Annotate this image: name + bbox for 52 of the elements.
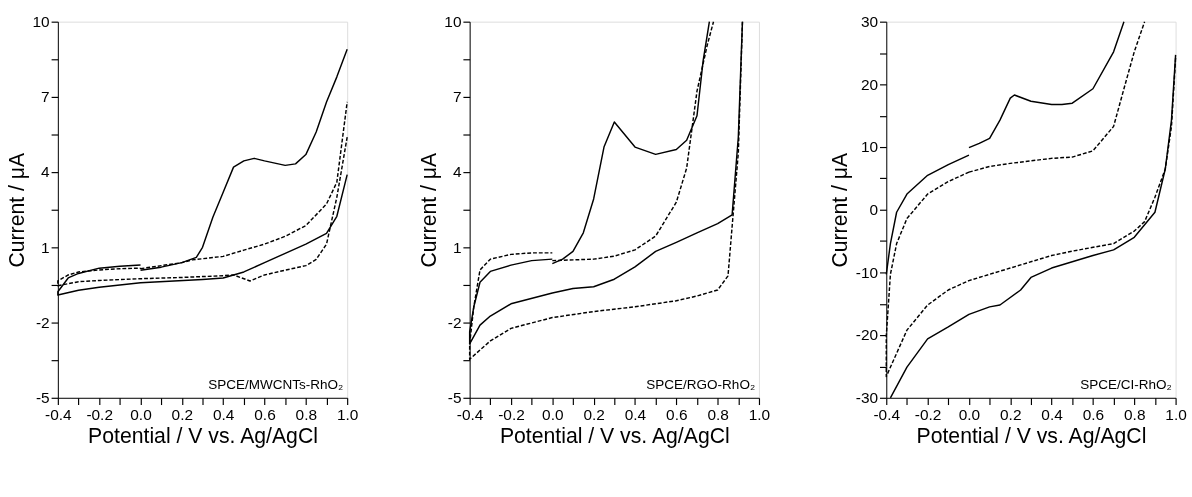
x-tick-label: -0.4 — [456, 405, 484, 423]
y-axis-title: Current / μA — [4, 152, 29, 268]
x-tick-label: 1.0 — [336, 405, 359, 423]
x-tick-label: 0.6 — [1082, 405, 1105, 423]
y-tick-label: -20 — [855, 326, 879, 344]
y-tick-label: 20 — [860, 75, 879, 93]
y-tick-label: 4 — [41, 163, 51, 181]
y-tick-label: 4 — [452, 163, 462, 181]
x-tick-label: -0.4 — [873, 405, 901, 423]
y-tick-label: 30 — [860, 12, 879, 30]
annotation: SPCE/CI-RhO₂ — [1080, 377, 1172, 393]
annotation: SPCE/RGO-RhO₂ — [646, 377, 756, 393]
y-tick-label: 7 — [452, 88, 462, 106]
x-axis-title: Potential / V vs. Ag/AgCl — [88, 423, 318, 448]
x-tick-label: 0.0 — [542, 405, 564, 423]
x-tick-label: -0.4 — [45, 405, 73, 423]
x-tick-label: 0.6 — [666, 405, 688, 423]
x-tick-label: 0.4 — [1041, 405, 1064, 423]
x-tick-label: 0.8 — [707, 405, 729, 423]
x-tick-label: 0.8 — [1124, 405, 1146, 423]
y-tick-label: 10 — [444, 12, 462, 30]
y-axis-title: Current / μA — [828, 152, 853, 268]
y-tick-label: -2 — [35, 313, 50, 331]
y-tick-label: -5 — [447, 389, 462, 407]
y-tick-label: 10 — [860, 138, 879, 156]
x-tick-label: -0.2 — [914, 405, 942, 423]
x-tick-label: 0.0 — [958, 405, 981, 423]
x-tick-label: 0.4 — [624, 405, 647, 423]
y-tick-label: 1 — [41, 238, 50, 256]
x-tick-label: 0.0 — [130, 405, 152, 423]
x-tick-label: 0.2 — [1000, 405, 1022, 423]
x-axis-title: Potential / V vs. Ag/AgCl — [499, 423, 730, 448]
y-tick-label: -5 — [35, 389, 50, 407]
annotation: SPCE/MWCNTs-RhO₂ — [208, 377, 344, 393]
y-tick-label: 1 — [452, 238, 462, 256]
y-tick-label: 7 — [41, 88, 50, 106]
y-tick-label: -2 — [447, 313, 462, 331]
x-tick-label: -0.2 — [86, 405, 113, 423]
x-tick-label: 1.0 — [1165, 405, 1187, 423]
x-tick-label: 0.2 — [583, 405, 605, 423]
x-axis-title: Potential / V vs. Ag/AgCl — [916, 423, 1147, 448]
x-tick-label: 0.8 — [295, 405, 318, 423]
x-tick-label: 0.2 — [171, 405, 194, 423]
y-tick-label: 0 — [869, 201, 879, 219]
y-axis-title: Current / μA — [416, 152, 441, 268]
x-tick-label: -0.2 — [498, 405, 525, 423]
x-tick-label: 0.6 — [254, 405, 276, 423]
x-tick-label: 0.4 — [212, 405, 235, 423]
y-tick-label: -10 — [855, 263, 879, 281]
x-tick-label: 1.0 — [748, 405, 771, 423]
y-tick-label: -30 — [855, 389, 879, 407]
y-tick-label: 10 — [32, 12, 50, 30]
